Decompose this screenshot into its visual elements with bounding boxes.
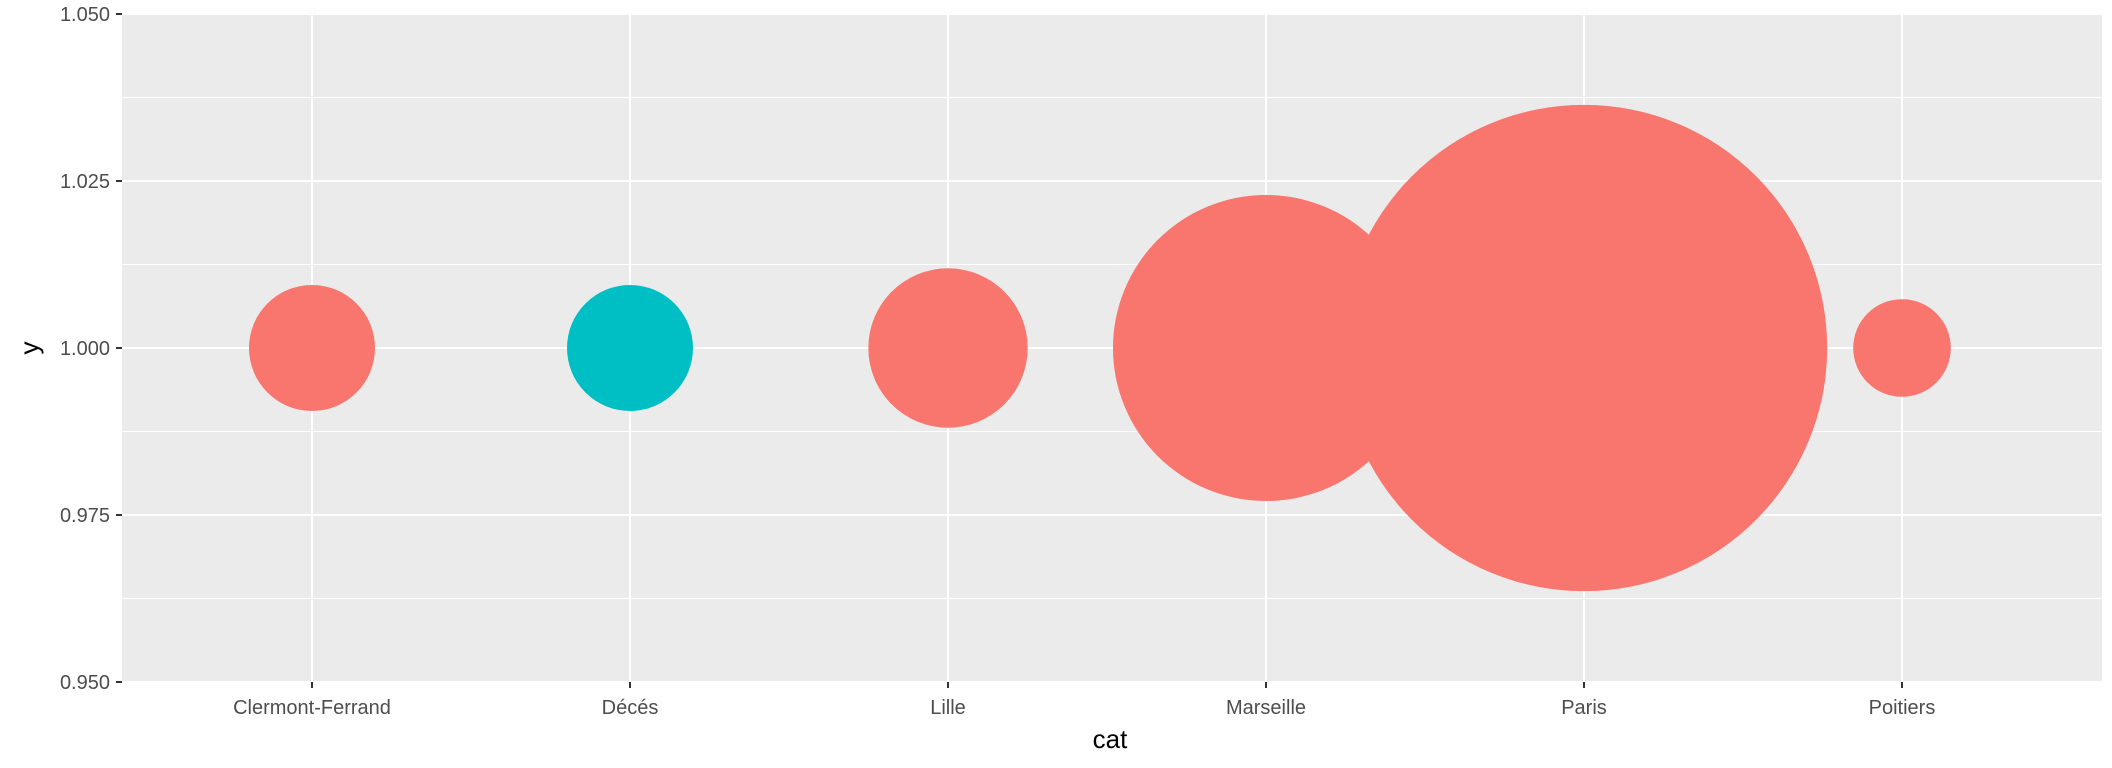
- x-axis: Clermont-Ferrand Décés Lille Marseille Paris…: [233, 682, 1935, 719]
- y-axis-title: y: [14, 342, 44, 355]
- data-point: [249, 285, 375, 411]
- data-point: [1853, 299, 1951, 397]
- data-point: [1112, 194, 1420, 502]
- x-tick-label: Décés: [602, 697, 659, 719]
- data-point: [1340, 104, 1828, 592]
- data-point: [868, 268, 1028, 428]
- x-tick-label: Poitiers: [1869, 697, 1936, 719]
- x-tick-label: Lille: [930, 697, 966, 719]
- y-tick-label: 0.975: [60, 505, 110, 527]
- x-tick-label: Clermont-Ferrand: [233, 697, 391, 719]
- data-points: [249, 104, 1951, 592]
- data-point: [567, 285, 693, 411]
- y-tick-label: 0.950: [60, 672, 110, 694]
- y-tick-label: 1.050: [60, 4, 110, 26]
- x-tick-label: Marseille: [1226, 697, 1306, 719]
- y-tick-label: 1.025: [60, 171, 110, 193]
- y-axis: 0.950 0.975 1.000 1.025 1.050: [60, 4, 122, 694]
- y-tick-label: 1.000: [60, 338, 110, 360]
- x-tick-label: Paris: [1561, 697, 1607, 719]
- x-axis-title: cat: [1093, 724, 1128, 754]
